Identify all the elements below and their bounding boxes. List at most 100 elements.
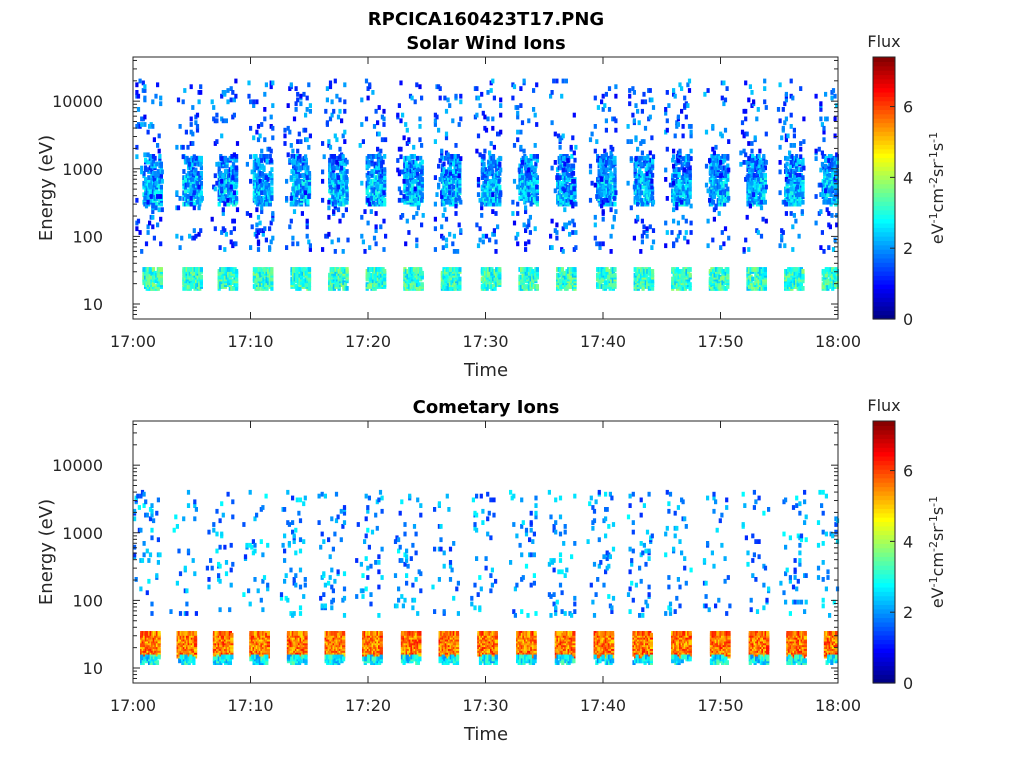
heatmap-cell [364,78,369,84]
heatmap-cell [294,107,298,112]
heatmap-cell [261,231,265,237]
heatmap-cell [260,171,264,176]
heatmap-cell [260,182,264,188]
heatmap-cell [679,272,683,278]
heatmap-cell [527,239,531,245]
heatmap-cell [557,159,561,165]
heatmap-cell [332,165,336,171]
heatmap-cell [614,209,618,214]
heatmap-cell [517,167,521,173]
heatmap-cell [330,112,334,118]
heatmap-cell [213,186,217,192]
heatmap-cell [328,157,332,163]
heatmap-cell [140,122,144,127]
heatmap-cell [307,239,311,245]
heatmap-cell [264,184,268,190]
heatmap-cell [560,267,564,272]
heatmap-cell [720,95,724,101]
heatmap-cell [256,214,261,220]
heatmap-cell [524,205,528,211]
heatmap-cell [608,190,612,196]
heatmap-cell [415,163,420,169]
heatmap-cell [183,88,187,93]
heatmap-cell [151,99,155,105]
heatmap-cell [307,171,312,176]
heatmap-cell [234,184,238,190]
heatmap-cell [220,156,224,161]
heatmap-cell [527,171,532,176]
heatmap-cell [491,116,495,122]
heatmap-cell [681,186,685,192]
heatmap-cell [407,230,411,235]
heatmap-cell [524,177,528,182]
heatmap-cell [458,186,462,192]
heatmap-cell [599,171,603,176]
heatmap-cell [146,129,150,135]
heatmap-cell [223,228,227,233]
heatmap-cell [292,160,297,165]
heatmap-cell [412,154,416,159]
heatmap-cell [499,190,503,196]
heatmap-cell [683,95,687,101]
heatmap-cell [665,90,669,95]
heatmap-cell [155,161,159,167]
heatmap-cell [650,178,654,184]
heatmap-cell [555,175,559,180]
heatmap-cell [375,165,379,171]
heatmap-cell [600,192,604,197]
heatmap-cell [520,175,525,180]
heatmap-cell [345,159,349,165]
heatmap-cell [636,196,640,201]
heatmap-cell [531,177,535,182]
heatmap-cell [611,224,615,230]
heatmap-cell [308,247,312,252]
heatmap-cell [268,190,272,196]
heatmap-cell [672,207,676,213]
heatmap-cell [245,161,249,167]
heatmap-cell [417,199,421,205]
heatmap-cell [444,216,449,222]
heatmap-cell [715,154,719,159]
heatmap-cell [600,203,604,209]
heatmap-cell [533,112,537,118]
heatmap-cell [343,99,347,105]
heatmap-cell [476,133,481,139]
heatmap-cell [680,86,684,91]
heatmap-cell [403,184,407,190]
heatmap-cell [608,182,612,188]
heatmap-cell [719,177,723,182]
heatmap-cell [399,146,403,152]
heatmap-cell [475,148,479,154]
heatmap-cell [688,272,692,278]
heatmap-cell [438,95,442,101]
heatmap-cell [531,165,535,171]
heatmap-cell [197,205,201,211]
heatmap-cell [482,161,486,167]
heatmap-cell [321,178,325,184]
heatmap-cell [198,199,202,205]
heatmap-cell [522,222,526,228]
heatmap-cell [360,180,364,186]
heatmap-cell [382,108,386,114]
heatmap-cell [679,159,683,165]
heatmap-cell [457,196,461,201]
heatmap-cell [567,267,571,272]
heatmap-cell [366,175,370,180]
heatmap-cell [379,178,383,184]
heatmap-cell [294,86,298,91]
heatmap-cell [516,184,520,190]
heatmap-cell [493,159,497,165]
heatmap-cell [486,116,490,122]
heatmap-cell [671,173,675,179]
heatmap-cell [160,169,164,175]
heatmap-cell [156,169,160,174]
heatmap-cell [647,161,651,167]
heatmap-cell [399,80,403,86]
heatmap-cell [264,180,268,186]
heatmap-cell [531,276,535,282]
heatmap-cell [186,144,190,150]
heatmap-cell [535,82,539,88]
heatmap-cell [186,182,190,188]
heatmap-cell [271,235,275,241]
heatmap-cell [361,139,365,144]
